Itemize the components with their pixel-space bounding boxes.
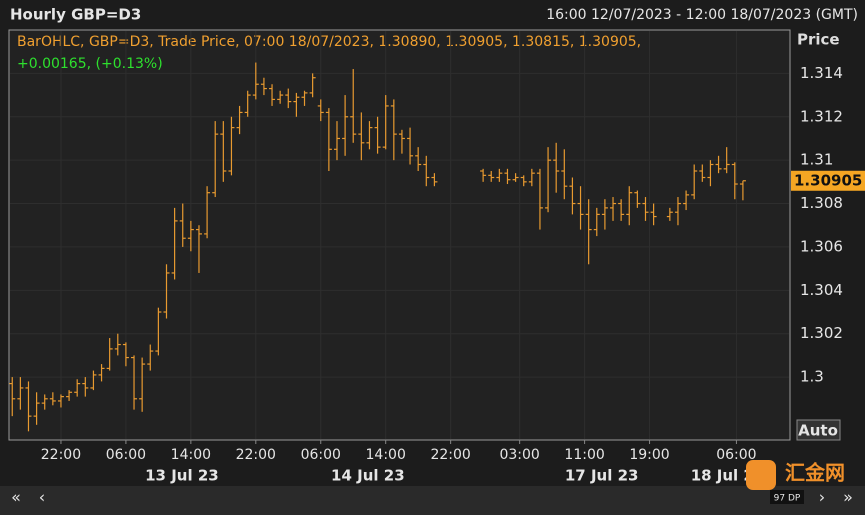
- y-tick-label: 1.304: [800, 281, 843, 299]
- scroll-prev[interactable]: ‹: [39, 488, 45, 507]
- plot-frame: [8, 29, 791, 441]
- change-text: +0.00165, (+0.13%): [17, 56, 163, 72]
- y-tick-label: 1.308: [800, 194, 843, 212]
- scroll-last[interactable]: »: [843, 488, 853, 507]
- dp-box: [770, 490, 804, 504]
- x-tick-label: 14:00: [366, 447, 406, 463]
- last-price-box: [791, 170, 865, 191]
- auto-button-label[interactable]: Auto: [798, 422, 838, 440]
- date-label: 14 Jul 23: [331, 467, 405, 485]
- x-tick-label: 11:00: [564, 447, 604, 463]
- x-tick-label: 03:00: [499, 447, 539, 463]
- x-tick-label: 06:00: [106, 447, 146, 463]
- last-price-label: 1.30905: [794, 171, 862, 189]
- date-label: 18 Jul 23: [691, 467, 765, 485]
- date-label: 17 Jul 23: [565, 467, 639, 485]
- auto-button[interactable]: [796, 419, 841, 441]
- y-tick-label: 1.3: [800, 368, 824, 386]
- x-tick-label: 14:00: [171, 447, 211, 463]
- watermark: 汇金网: [785, 461, 845, 485]
- y-tick-label: 1.306: [800, 237, 843, 255]
- y-label: Price: [797, 31, 840, 49]
- y-tick-label: 1.312: [800, 107, 843, 125]
- x-tick-label: 06:00: [716, 447, 756, 463]
- x-tick-label: 22:00: [236, 447, 276, 463]
- legend-text: BarOHLC, GBP=D3, Trade Price, 07:00 18/0…: [17, 34, 641, 50]
- scroll-next[interactable]: ›: [819, 488, 825, 507]
- y-tick-label: 1.31: [800, 151, 833, 169]
- x-tick-label: 19:00: [629, 447, 669, 463]
- scrollbar: [0, 486, 865, 515]
- y-tick-label: 1.302: [800, 324, 843, 342]
- chart-title: Hourly GBP=D3: [10, 6, 141, 24]
- watermark-logo: [746, 460, 776, 490]
- range-text: 16:00 12/07/2023 - 12:00 18/07/2023 (GMT…: [546, 7, 858, 23]
- x-tick-label: 22:00: [41, 447, 81, 463]
- y-tick-label: 1.314: [800, 64, 843, 82]
- x-tick-label: 22:00: [430, 447, 470, 463]
- scroll-first[interactable]: «: [11, 488, 21, 507]
- date-label: 13 Jul 23: [145, 467, 219, 485]
- x-tick-label: 06:00: [301, 447, 341, 463]
- dp-label: 97 DP: [774, 494, 801, 504]
